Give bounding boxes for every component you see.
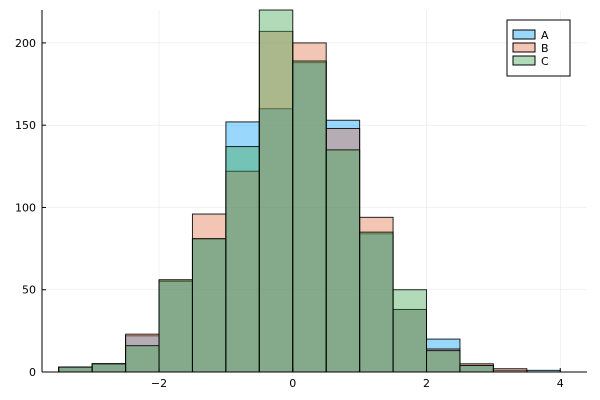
- bar-C-2: [125, 345, 160, 373]
- bar-C-6: [258, 9, 294, 373]
- y-tick-label: 0: [29, 366, 36, 379]
- bar-B-9: [359, 216, 394, 373]
- bar-A-8: [325, 119, 361, 373]
- legend-box: [506, 19, 571, 77]
- x-tick-label: 2: [423, 377, 430, 390]
- series-C-bars: [58, 9, 494, 373]
- legend-item-B[interactable]: B: [512, 42, 549, 55]
- legend-item-C[interactable]: C: [512, 55, 549, 68]
- bar-C-11: [426, 350, 461, 373]
- legend-label: B: [541, 42, 549, 55]
- bar-B-7: [292, 42, 327, 373]
- x-tick-label: 4: [557, 377, 564, 390]
- bar-C-5: [225, 146, 260, 373]
- axes: [41, 10, 587, 373]
- series-B-bars: [58, 30, 528, 373]
- bar-C-4: [191, 238, 227, 373]
- legend[interactable]: ABC: [506, 19, 571, 77]
- x-tick-label: −2: [151, 377, 167, 390]
- bar-C-3: [158, 279, 193, 373]
- bar-C-12: [459, 364, 494, 373]
- x-tick-label: 0: [289, 377, 296, 390]
- y-tick-label: 200: [15, 37, 36, 50]
- bar-C-8: [325, 149, 361, 373]
- bar-C-1: [91, 363, 127, 373]
- bar-C-0: [58, 366, 93, 373]
- legend-label: C: [541, 55, 549, 68]
- legend-swatch: [512, 55, 536, 66]
- y-tick-label: 50: [22, 284, 36, 297]
- legend-swatch: [512, 29, 536, 40]
- bar-B-6: [258, 30, 294, 373]
- bar-A-11: [426, 338, 461, 373]
- y-tick-label: 150: [15, 119, 36, 132]
- series-A-bars: [58, 62, 561, 373]
- histogram-bars: [58, 9, 561, 373]
- bar-C-10: [392, 289, 428, 373]
- legend-swatch: [512, 42, 536, 53]
- bar-C-7: [292, 60, 327, 373]
- bar-A-6: [258, 108, 294, 373]
- bar-C-9: [359, 231, 394, 373]
- legend-label: A: [541, 29, 549, 42]
- y-tick-label: 100: [15, 201, 36, 214]
- legend-item-A[interactable]: A: [512, 29, 549, 42]
- bar-B-5: [225, 170, 260, 373]
- tick-labels: −2 0 2 4 0 50 100 150 200: [15, 37, 564, 390]
- bar-A-7: [292, 62, 327, 373]
